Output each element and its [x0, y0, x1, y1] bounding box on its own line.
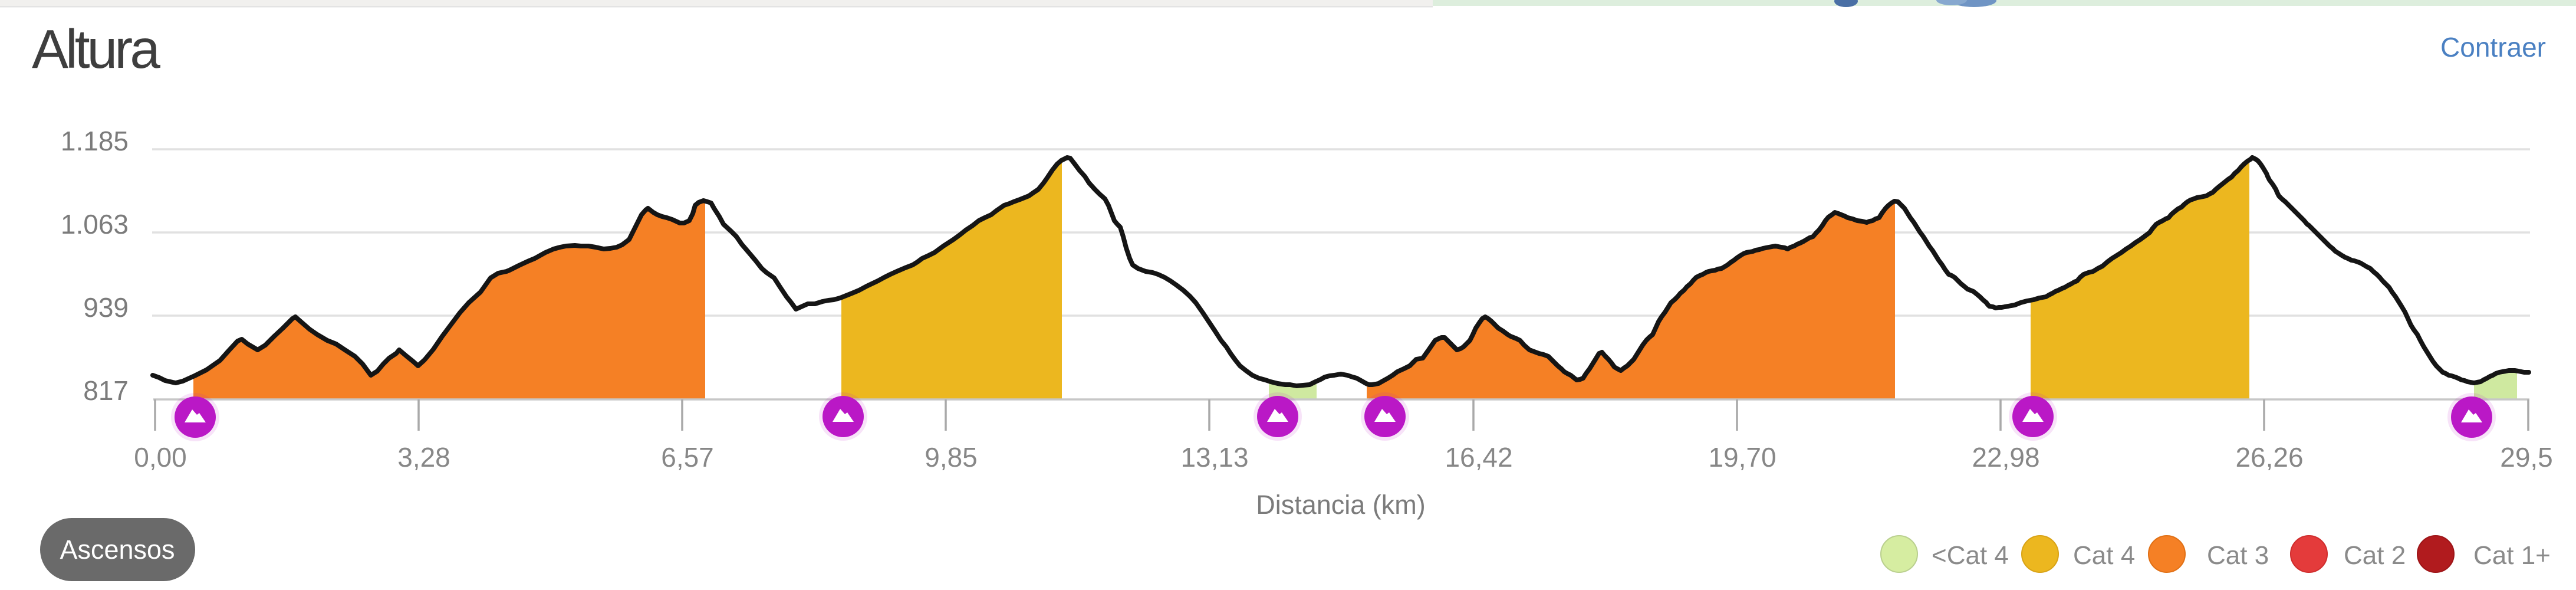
svg-text:9,85: 9,85: [925, 442, 978, 473]
svg-text:Cat 2: Cat 2: [2344, 541, 2406, 570]
svg-text:3,28: 3,28: [397, 442, 450, 473]
svg-text:22,98: 22,98: [1972, 442, 2039, 473]
svg-text:0,00: 0,00: [134, 442, 187, 473]
svg-text:817: 817: [83, 375, 129, 406]
svg-text:Cat 4: Cat 4: [2073, 541, 2135, 570]
svg-text:6,57: 6,57: [661, 442, 714, 473]
svg-text:939: 939: [83, 292, 129, 323]
svg-text:Cat 3: Cat 3: [2207, 541, 2269, 570]
svg-text:Cat 1+: Cat 1+: [2473, 541, 2551, 570]
svg-text:Contraer: Contraer: [2440, 32, 2546, 63]
svg-text:1.063: 1.063: [61, 209, 129, 240]
svg-text:1.185: 1.185: [61, 126, 129, 156]
svg-text:19,70: 19,70: [1708, 442, 1776, 473]
svg-text:Distancia (km): Distancia (km): [1256, 490, 1426, 520]
svg-text:16,42: 16,42: [1445, 442, 1512, 473]
svg-text:13,13: 13,13: [1180, 442, 1248, 473]
svg-text:<Cat 4: <Cat 4: [1932, 541, 2009, 570]
svg-text:Ascensos: Ascensos: [60, 535, 175, 565]
svg-text:Altura: Altura: [32, 18, 160, 80]
svg-text:29,5: 29,5: [2500, 442, 2553, 473]
svg-text:26,26: 26,26: [2235, 442, 2303, 473]
